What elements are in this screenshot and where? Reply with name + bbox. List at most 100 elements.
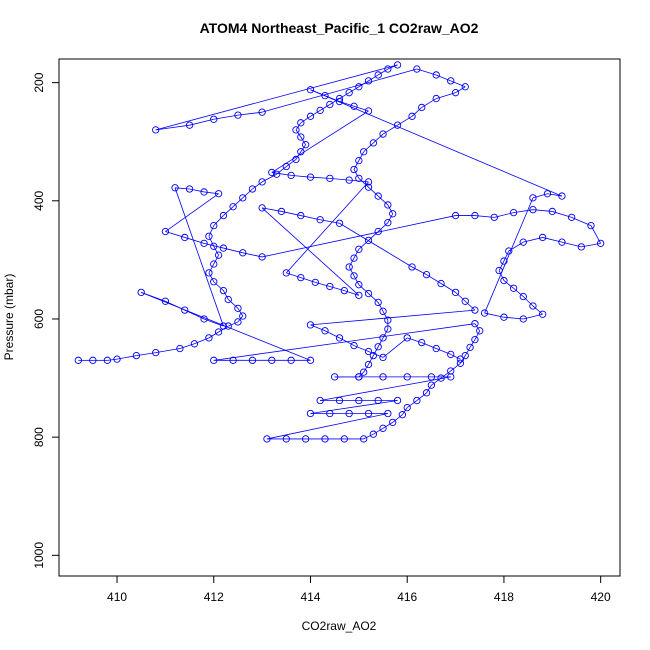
data-point [321, 91, 329, 100]
data-point [210, 242, 218, 250]
data-point [258, 178, 266, 186]
series-line-segment [469, 339, 476, 348]
data-point [345, 89, 353, 97]
series-line-segment [329, 98, 340, 105]
data-point [393, 396, 402, 405]
data-point [384, 201, 392, 209]
data-point [268, 356, 276, 364]
series-line-segment [474, 323, 481, 332]
data-point [529, 206, 537, 214]
series-line-segment [353, 169, 360, 179]
data-point [350, 102, 358, 110]
series-line-segment [329, 286, 345, 292]
data-point [297, 119, 305, 127]
data-point [447, 350, 455, 359]
data-point [263, 435, 271, 443]
y-tick-label: 200 [32, 72, 46, 92]
data-point [176, 344, 184, 353]
data-point [548, 207, 556, 216]
series-line-segment [208, 225, 215, 237]
series-line-segment [363, 142, 374, 153]
data-point [214, 328, 223, 336]
series-line-segment [194, 337, 210, 345]
data-point [258, 253, 266, 261]
series-line-segment [266, 413, 388, 440]
data-point [476, 327, 484, 335]
data-point [103, 356, 112, 364]
data-point [287, 356, 295, 364]
data-point [500, 257, 508, 265]
data-point [210, 278, 218, 286]
series-line-segment [262, 68, 417, 113]
series-line-segment [464, 347, 471, 356]
data-point [355, 396, 363, 405]
data-point [306, 321, 315, 329]
series-line-segment [387, 213, 394, 223]
series-line-segment [189, 118, 214, 126]
data-point [219, 211, 228, 220]
series-line-segment [436, 74, 451, 82]
series-line-segment [228, 321, 239, 327]
series-line-segment [213, 215, 224, 226]
series-line-segment [319, 104, 331, 111]
data-point [437, 374, 445, 382]
data-point [190, 340, 199, 348]
data-point [297, 133, 305, 141]
data-point [345, 263, 353, 271]
data-point [519, 315, 527, 323]
data-point [272, 170, 281, 178]
data-point [335, 334, 344, 342]
data-point [374, 343, 382, 351]
data-point [432, 94, 440, 103]
series-line-segment [315, 281, 330, 287]
series-line-segment [310, 400, 398, 414]
data-point [292, 126, 300, 134]
data-point [567, 213, 576, 221]
series-line-segment [300, 136, 306, 145]
series-line-segment [165, 193, 219, 232]
data-point [495, 266, 503, 275]
data-point [379, 373, 387, 381]
data-point [369, 351, 378, 360]
series-line-segment [237, 308, 244, 317]
plot-frame [58, 58, 621, 577]
data-point [297, 148, 305, 156]
series-points [74, 61, 605, 443]
series-line-segment [426, 384, 432, 394]
series-line-segment [406, 400, 418, 408]
series-line-segment [377, 302, 384, 312]
data-point [345, 176, 353, 184]
data-point [466, 343, 474, 351]
series-line-segment [353, 160, 360, 170]
series-line-segment [382, 422, 393, 429]
series-line-segment [532, 305, 543, 315]
series-line-segment [208, 272, 215, 282]
series-line-segment [474, 330, 481, 340]
series-line-segment [522, 296, 534, 307]
series-line-segment [411, 107, 422, 117]
series-line-segment [392, 414, 403, 423]
series-line-segment [416, 392, 427, 401]
series-line-segment [213, 246, 219, 256]
data-point [384, 219, 392, 227]
data-point [413, 396, 421, 405]
series-line-segment [363, 433, 374, 440]
data-point [326, 409, 334, 418]
y-tick-label: 1000 [32, 542, 46, 569]
series-line-segment [208, 263, 215, 274]
data-point [456, 355, 465, 363]
series-line-segment [204, 191, 219, 195]
data-point [403, 403, 411, 412]
data-point [418, 103, 426, 112]
data-point [268, 168, 276, 177]
data-point [461, 297, 469, 305]
data-point [229, 356, 237, 364]
data-point [277, 207, 286, 216]
data-point [447, 367, 455, 375]
data-point [331, 373, 339, 381]
series-line-segment [324, 330, 340, 339]
x-tick-label: 414 [300, 590, 320, 604]
series-line-segment [348, 266, 355, 277]
data-point [301, 141, 310, 149]
